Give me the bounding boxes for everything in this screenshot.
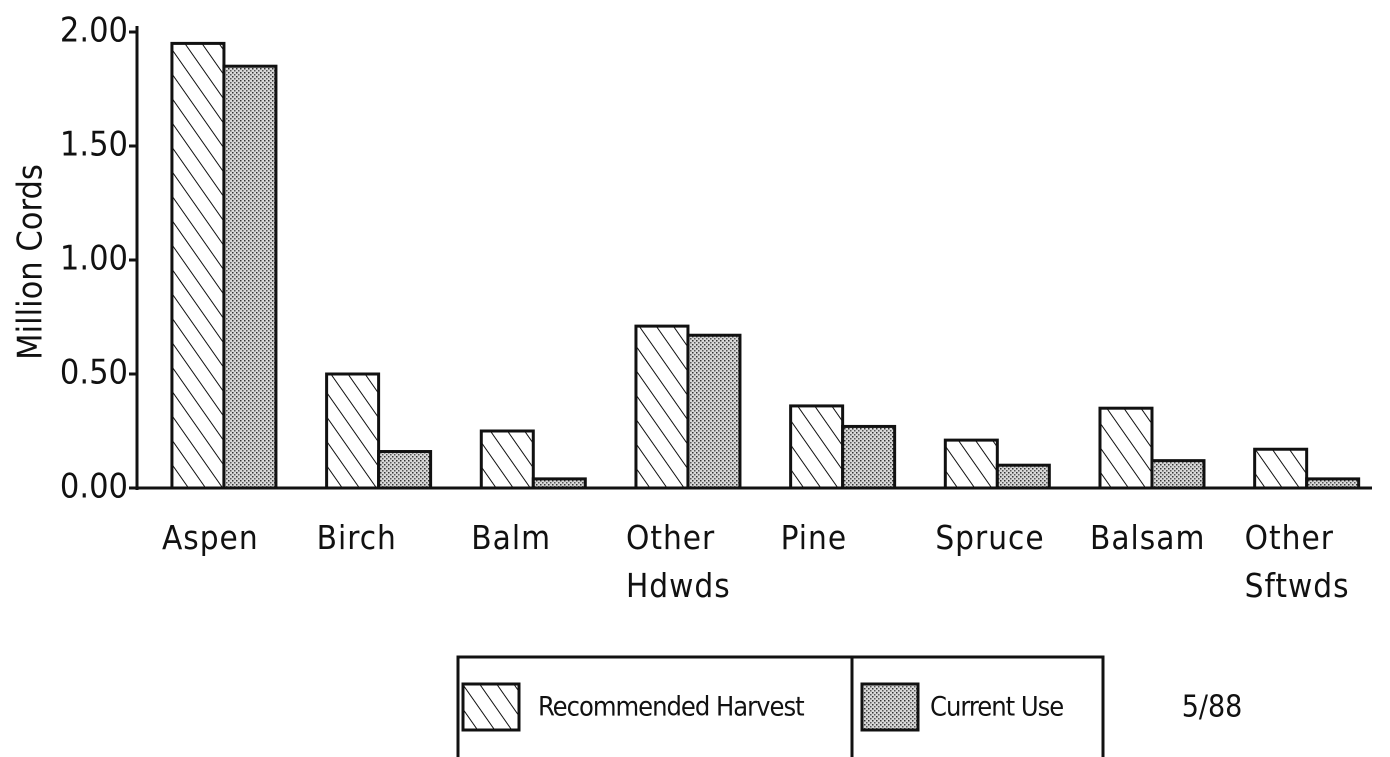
bar — [1305, 477, 1361, 490]
bar — [841, 424, 897, 490]
x-tick-label: Balsam — [1089, 518, 1206, 557]
annotation: 5/88 — [1182, 690, 1243, 725]
y-tick-label: 0.50 — [60, 353, 128, 393]
bar — [325, 372, 381, 490]
bar — [1098, 406, 1154, 490]
bar — [1150, 459, 1206, 490]
y-tick-label: 0.00 — [60, 467, 128, 507]
bar — [634, 324, 690, 490]
bar — [1253, 447, 1309, 490]
x-tick-label: Pine — [780, 518, 848, 557]
legend-swatch — [860, 682, 920, 732]
legend-label: Recommended Harvest — [538, 692, 804, 723]
bar — [686, 333, 742, 490]
legend-box — [456, 655, 1105, 757]
x-tick-label: Balm — [471, 518, 552, 557]
bar — [170, 41, 226, 490]
x-tick-label: Spruce — [935, 518, 1045, 557]
bar — [531, 477, 587, 490]
bar — [479, 429, 535, 490]
legend-swatch — [461, 682, 521, 732]
x-tick-label: Other Hdwds — [625, 518, 731, 605]
x-tick-label: Birch — [316, 518, 397, 557]
bar — [789, 404, 845, 490]
x-tick-label: Aspen — [161, 518, 259, 557]
x-tick-label: Other Sftwds — [1244, 518, 1350, 605]
bar — [995, 463, 1051, 490]
bar — [943, 438, 999, 490]
y-tick-label: 1.00 — [60, 239, 128, 279]
legend-label: Current Use — [930, 692, 1063, 723]
y-axis-label: Million Cords — [11, 164, 51, 360]
bar — [377, 450, 433, 490]
bar — [222, 64, 278, 490]
y-tick-label: 2.00 — [60, 11, 128, 51]
y-tick-label: 1.50 — [60, 125, 128, 165]
